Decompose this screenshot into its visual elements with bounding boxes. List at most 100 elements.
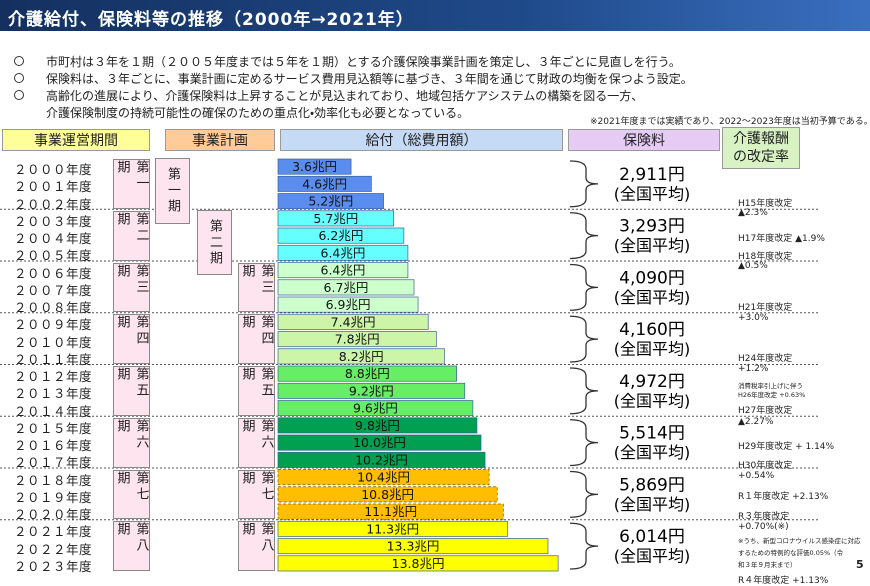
bar-label: 6.4兆円 xyxy=(321,245,366,260)
plan-box: 第二期 xyxy=(197,209,232,276)
bar-label: 5.2兆円 xyxy=(308,194,353,209)
period-box: 第四期 xyxy=(113,314,150,364)
plan-box: 第五期 xyxy=(238,366,275,416)
premium-note: (全国平均) xyxy=(614,288,691,307)
revision-text: ※うち、新型コロナウイルス感染症に対応 xyxy=(738,537,861,545)
bar-label: 13.3兆円 xyxy=(387,539,440,554)
revision-text: ▲2.3% xyxy=(738,208,768,218)
bar-label: 8.2兆円 xyxy=(339,349,384,364)
period-label: 第二期 xyxy=(114,211,149,244)
premium-amount: 4,160円 xyxy=(619,320,685,340)
plan-label: 第四期 xyxy=(239,315,274,348)
revision-text: H26年度改定 +0.63% xyxy=(738,391,806,399)
revision-text: H18年度改定 xyxy=(738,252,793,262)
revision-text: +1.2% xyxy=(738,364,769,374)
column-header: 事業計画 xyxy=(165,129,275,151)
revision-text: 消費税率引上げに伴う xyxy=(738,382,803,390)
bar xyxy=(277,520,508,537)
bar xyxy=(277,469,490,486)
revision-text: H27年度改定 xyxy=(738,406,793,416)
revision-text: H24年度改定 xyxy=(738,354,793,364)
period-label: 第七期 xyxy=(114,470,149,503)
brace xyxy=(569,470,599,518)
plan-label: 第七期 xyxy=(239,470,274,503)
plan-label: 第六期 xyxy=(239,418,274,451)
year-label: ２０１６年度 xyxy=(14,438,93,453)
year-label: ２０１８年度 xyxy=(14,472,93,488)
brace xyxy=(569,160,599,208)
bar-label: 6.2兆円 xyxy=(318,228,363,243)
bar xyxy=(277,451,486,468)
year-label: ２００５年度 xyxy=(14,248,93,264)
bar xyxy=(277,262,409,279)
period-box: 第五期 xyxy=(113,366,150,416)
bullet-text: 高齢化の進展により、介護保険料は上昇することが見込まれており、地域包括ケアシステ… xyxy=(46,89,644,103)
premium-note: (全国平均) xyxy=(614,443,691,462)
year-label: ２０１１年度 xyxy=(14,351,93,367)
bar-label: 10.8兆円 xyxy=(361,487,414,502)
premium-amount: 6,014円 xyxy=(619,527,685,547)
bar-label: 11.1兆円 xyxy=(364,504,417,519)
premium-amount: 4,972円 xyxy=(619,372,685,392)
year-label: ２０００年度 xyxy=(14,162,93,177)
bar xyxy=(277,538,549,555)
revision-text: R３年度改定 xyxy=(738,512,790,522)
bar-label: 9.2兆円 xyxy=(349,383,394,398)
year-label: ２００１年度 xyxy=(14,179,93,195)
brace xyxy=(569,212,599,260)
bar-label: 7.8兆円 xyxy=(335,332,380,347)
bar-label: 7.4兆円 xyxy=(331,314,376,329)
plan-box: 第四期 xyxy=(238,314,275,364)
period-label: 第四期 xyxy=(114,315,149,348)
revision-text: するための特例的な評価0.05%（令 xyxy=(738,549,844,557)
bullet-marker xyxy=(14,73,24,83)
period-label: 第一期 xyxy=(114,160,149,192)
revision-text: H30年度改定 xyxy=(738,461,793,471)
year-label: ２０２１年度 xyxy=(14,524,93,540)
bar xyxy=(277,365,457,382)
column-header: 事業運営期間 xyxy=(2,129,150,151)
page-title: 介護給付、保険料等の推移（2000年→2021年） xyxy=(8,10,414,30)
year-label: ２００６年度 xyxy=(14,265,93,281)
page-number: 5 xyxy=(856,558,864,571)
brace xyxy=(569,419,599,467)
revision-text: H15年度改定 xyxy=(738,199,793,209)
premium-note: (全国平均) xyxy=(614,495,691,514)
year-label: ２０１７年度 xyxy=(14,455,93,471)
bar-label: 10.0兆円 xyxy=(353,435,406,450)
column-header-line: の改定率 xyxy=(733,149,789,165)
bar-label: 6.9兆円 xyxy=(326,297,371,312)
premium-note: (全国平均) xyxy=(614,547,691,566)
premium-note: (全国平均) xyxy=(614,236,691,255)
bar-label: 3.6兆円 xyxy=(292,159,337,174)
bar-label: 4.6兆円 xyxy=(302,176,347,191)
plan-label: 第一期 xyxy=(165,166,180,215)
premium-note: (全国平均) xyxy=(614,391,691,410)
year-label: ２０１０年度 xyxy=(14,334,93,350)
bullet-text: 保険料は、３年ごとに、事業計画に定めるサービス費用見込額等に基づき、３年間を通じ… xyxy=(46,72,693,86)
bar-label: 6.4兆円 xyxy=(321,263,366,278)
bar-label: 10.2兆円 xyxy=(355,452,408,467)
bar-label: 10.4兆円 xyxy=(357,470,410,485)
year-label: ２０１３年度 xyxy=(14,386,93,402)
revision-text: +0.70%(※) xyxy=(738,522,789,532)
bar-label: 6.7兆円 xyxy=(324,280,369,295)
bar-label: 9.8兆円 xyxy=(355,418,400,433)
plan-label: 第八期 xyxy=(239,522,274,555)
bar xyxy=(277,434,482,451)
brace xyxy=(569,367,599,415)
bar-label: 13.8兆円 xyxy=(392,556,445,571)
period-box: 第八期 xyxy=(113,521,150,571)
brace xyxy=(569,315,599,363)
year-label: ２０２２年度 xyxy=(14,541,93,557)
revision-text: ▲0.5% xyxy=(738,261,768,271)
bar-label: 9.6兆円 xyxy=(353,401,398,416)
plan-box: 第三期 xyxy=(238,262,275,313)
column-header: 給付（総費用額） xyxy=(280,129,563,151)
bullet-text: 介護保険制度の持続可能性の確保のための重点化・効率化も必要となっている。 xyxy=(46,106,470,120)
bar xyxy=(277,279,415,296)
bar xyxy=(277,313,429,330)
year-label: ２０２３年度 xyxy=(14,558,93,574)
period-label: 第五期 xyxy=(114,367,149,399)
